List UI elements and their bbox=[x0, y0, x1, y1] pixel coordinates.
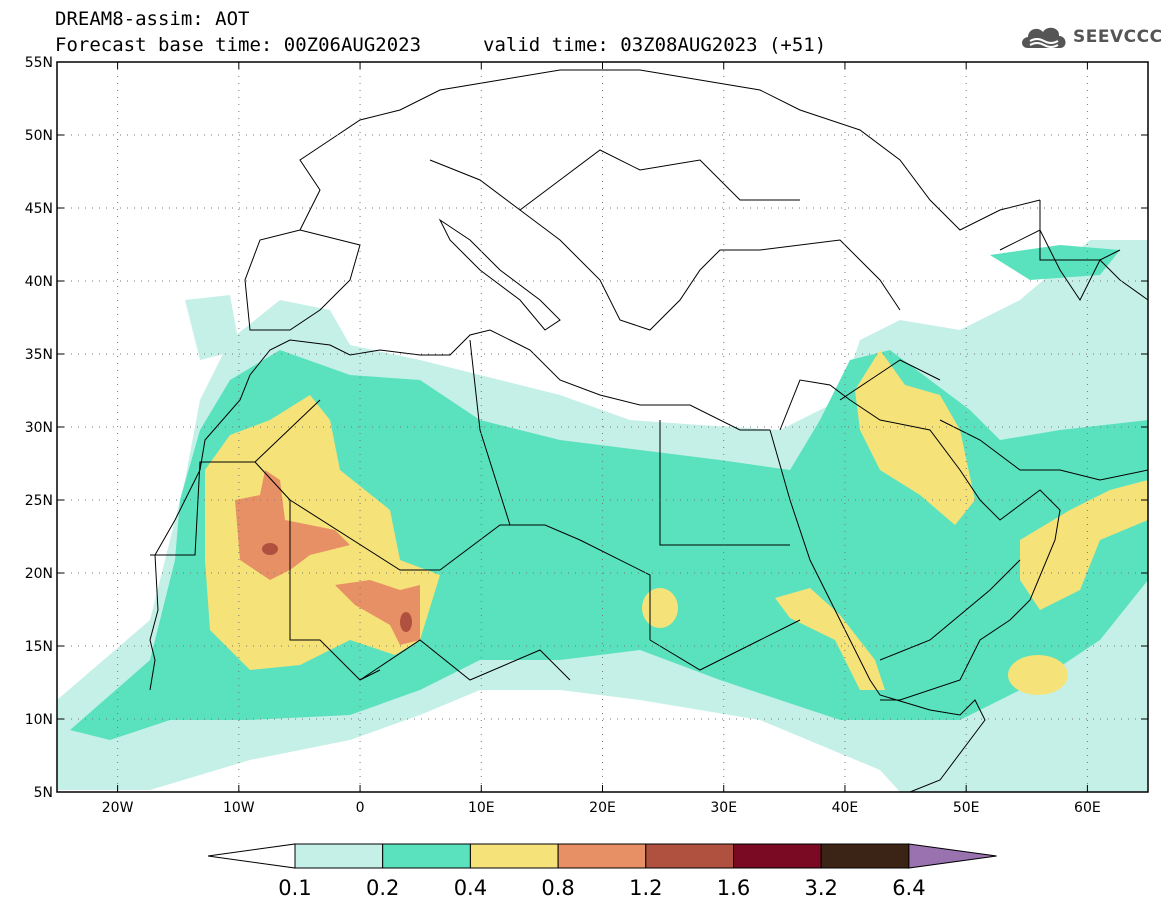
colorbar-segment bbox=[469, 843, 559, 869]
longitude-ticks: 20W 10W 0 10E 20E 30E 40E 50E 60E bbox=[102, 62, 1101, 816]
lon-tick-label: 40E bbox=[832, 800, 859, 816]
coastline-europe bbox=[299, 69, 1041, 231]
colorbar-low-arrow bbox=[207, 843, 296, 869]
aot-band-orange-2 bbox=[335, 580, 420, 645]
border-iran bbox=[939, 419, 1148, 481]
aot-band-yellow-2 bbox=[855, 350, 975, 525]
lat-tick-label: 40N bbox=[25, 274, 53, 290]
lat-tick-label: 10N bbox=[25, 712, 53, 728]
lon-tick-label: 0 bbox=[356, 800, 365, 816]
aot-band-yellow-4 bbox=[775, 588, 885, 690]
lat-tick-label: 15N bbox=[25, 639, 53, 655]
coastline-arabia bbox=[779, 379, 1061, 701]
valid-time: valid time: 03Z08AUG2023 (+51) bbox=[483, 34, 827, 56]
colorbar-label: 0.1 bbox=[278, 876, 311, 900]
border-central-asia bbox=[1039, 200, 1121, 261]
lat-tick-label: 5N bbox=[34, 785, 53, 801]
lat-tick-label: 25N bbox=[25, 493, 53, 509]
colorbar-label: 0.2 bbox=[366, 876, 399, 900]
lat-tick-label: 45N bbox=[25, 201, 53, 217]
lat-tick-label: 35N bbox=[25, 347, 53, 363]
lon-tick-label: 10W bbox=[223, 800, 255, 816]
aot-shading bbox=[57, 240, 1148, 792]
coastline-west-africa bbox=[149, 329, 770, 691]
colorbar-label: 1.2 bbox=[629, 876, 662, 900]
lon-tick-label: 60E bbox=[1074, 800, 1101, 816]
seevccc-logo: SEEVCCC bbox=[1018, 22, 1163, 52]
latitude-ticks: 55N 50N 45N 40N 35N 30N 25N 20N 15N 10N 5N bbox=[25, 55, 1148, 801]
lon-tick-label: 10E bbox=[468, 800, 495, 816]
coastlines-and-borders bbox=[149, 69, 1148, 792]
lon-tick-label: 30E bbox=[710, 800, 737, 816]
coastline-red-sea bbox=[769, 429, 986, 792]
aot-band-yellow-5 bbox=[1008, 655, 1068, 695]
coastline-italy bbox=[438, 218, 561, 331]
border-mali-niger bbox=[359, 639, 571, 681]
border-saudi-yemen bbox=[879, 559, 1021, 661]
lat-tick-label: 50N bbox=[25, 128, 53, 144]
lat-tick-label: 55N bbox=[25, 55, 53, 71]
border-iraq bbox=[839, 359, 941, 401]
colorbar-label: 0.8 bbox=[541, 876, 574, 900]
colorbar-segment bbox=[294, 843, 384, 869]
aot-band-light-2 bbox=[185, 295, 240, 360]
border-western-sahara bbox=[150, 399, 321, 556]
cloud-icon bbox=[1022, 27, 1066, 48]
lon-tick-label: 20E bbox=[589, 800, 616, 816]
graticule bbox=[57, 62, 1148, 792]
border-algeria-libya bbox=[469, 339, 511, 526]
coastline-balkans bbox=[519, 209, 901, 331]
lat-tick-label: 30N bbox=[25, 420, 53, 436]
border-europe-interior bbox=[429, 149, 800, 211]
colorbar-label: 3.2 bbox=[804, 876, 837, 900]
aot-band-brown-2 bbox=[400, 612, 412, 632]
colorbar-segment bbox=[733, 843, 822, 869]
lon-tick-label: 20W bbox=[102, 800, 134, 816]
colorbar-segment bbox=[382, 843, 471, 869]
map-title: DREAM8-assim: AOT bbox=[55, 8, 250, 30]
colorbar-segment bbox=[557, 843, 647, 869]
border-algeria-mali bbox=[289, 499, 440, 571]
lon-tick-label: 50E bbox=[953, 800, 980, 816]
aot-band-yellow-6 bbox=[642, 588, 678, 628]
border-sudan bbox=[649, 619, 801, 671]
colorbar-segment bbox=[645, 843, 734, 869]
aot-band-green-2 bbox=[990, 245, 1120, 280]
forecast-base-time: Forecast base time: 00Z06AUG2023 bbox=[55, 34, 422, 56]
colorbar-high-arrow bbox=[908, 843, 997, 869]
aot-band-yellow-3 bbox=[1020, 480, 1148, 610]
lat-tick-label: 20N bbox=[25, 566, 53, 582]
border-libya-egypt bbox=[659, 420, 790, 546]
colorbar-label: 6.4 bbox=[892, 876, 925, 900]
colorbar-segment bbox=[820, 843, 910, 869]
logo-text: SEEVCCC bbox=[1073, 27, 1163, 47]
colorbar: 0.1 0.2 0.4 0.8 1.2 1.6 3.2 6.4 bbox=[207, 843, 997, 900]
border-niger-chad bbox=[439, 524, 651, 640]
colorbar-label: 1.6 bbox=[717, 876, 750, 900]
aot-band-brown-1 bbox=[262, 543, 278, 555]
colorbar-label: 0.4 bbox=[454, 876, 487, 900]
